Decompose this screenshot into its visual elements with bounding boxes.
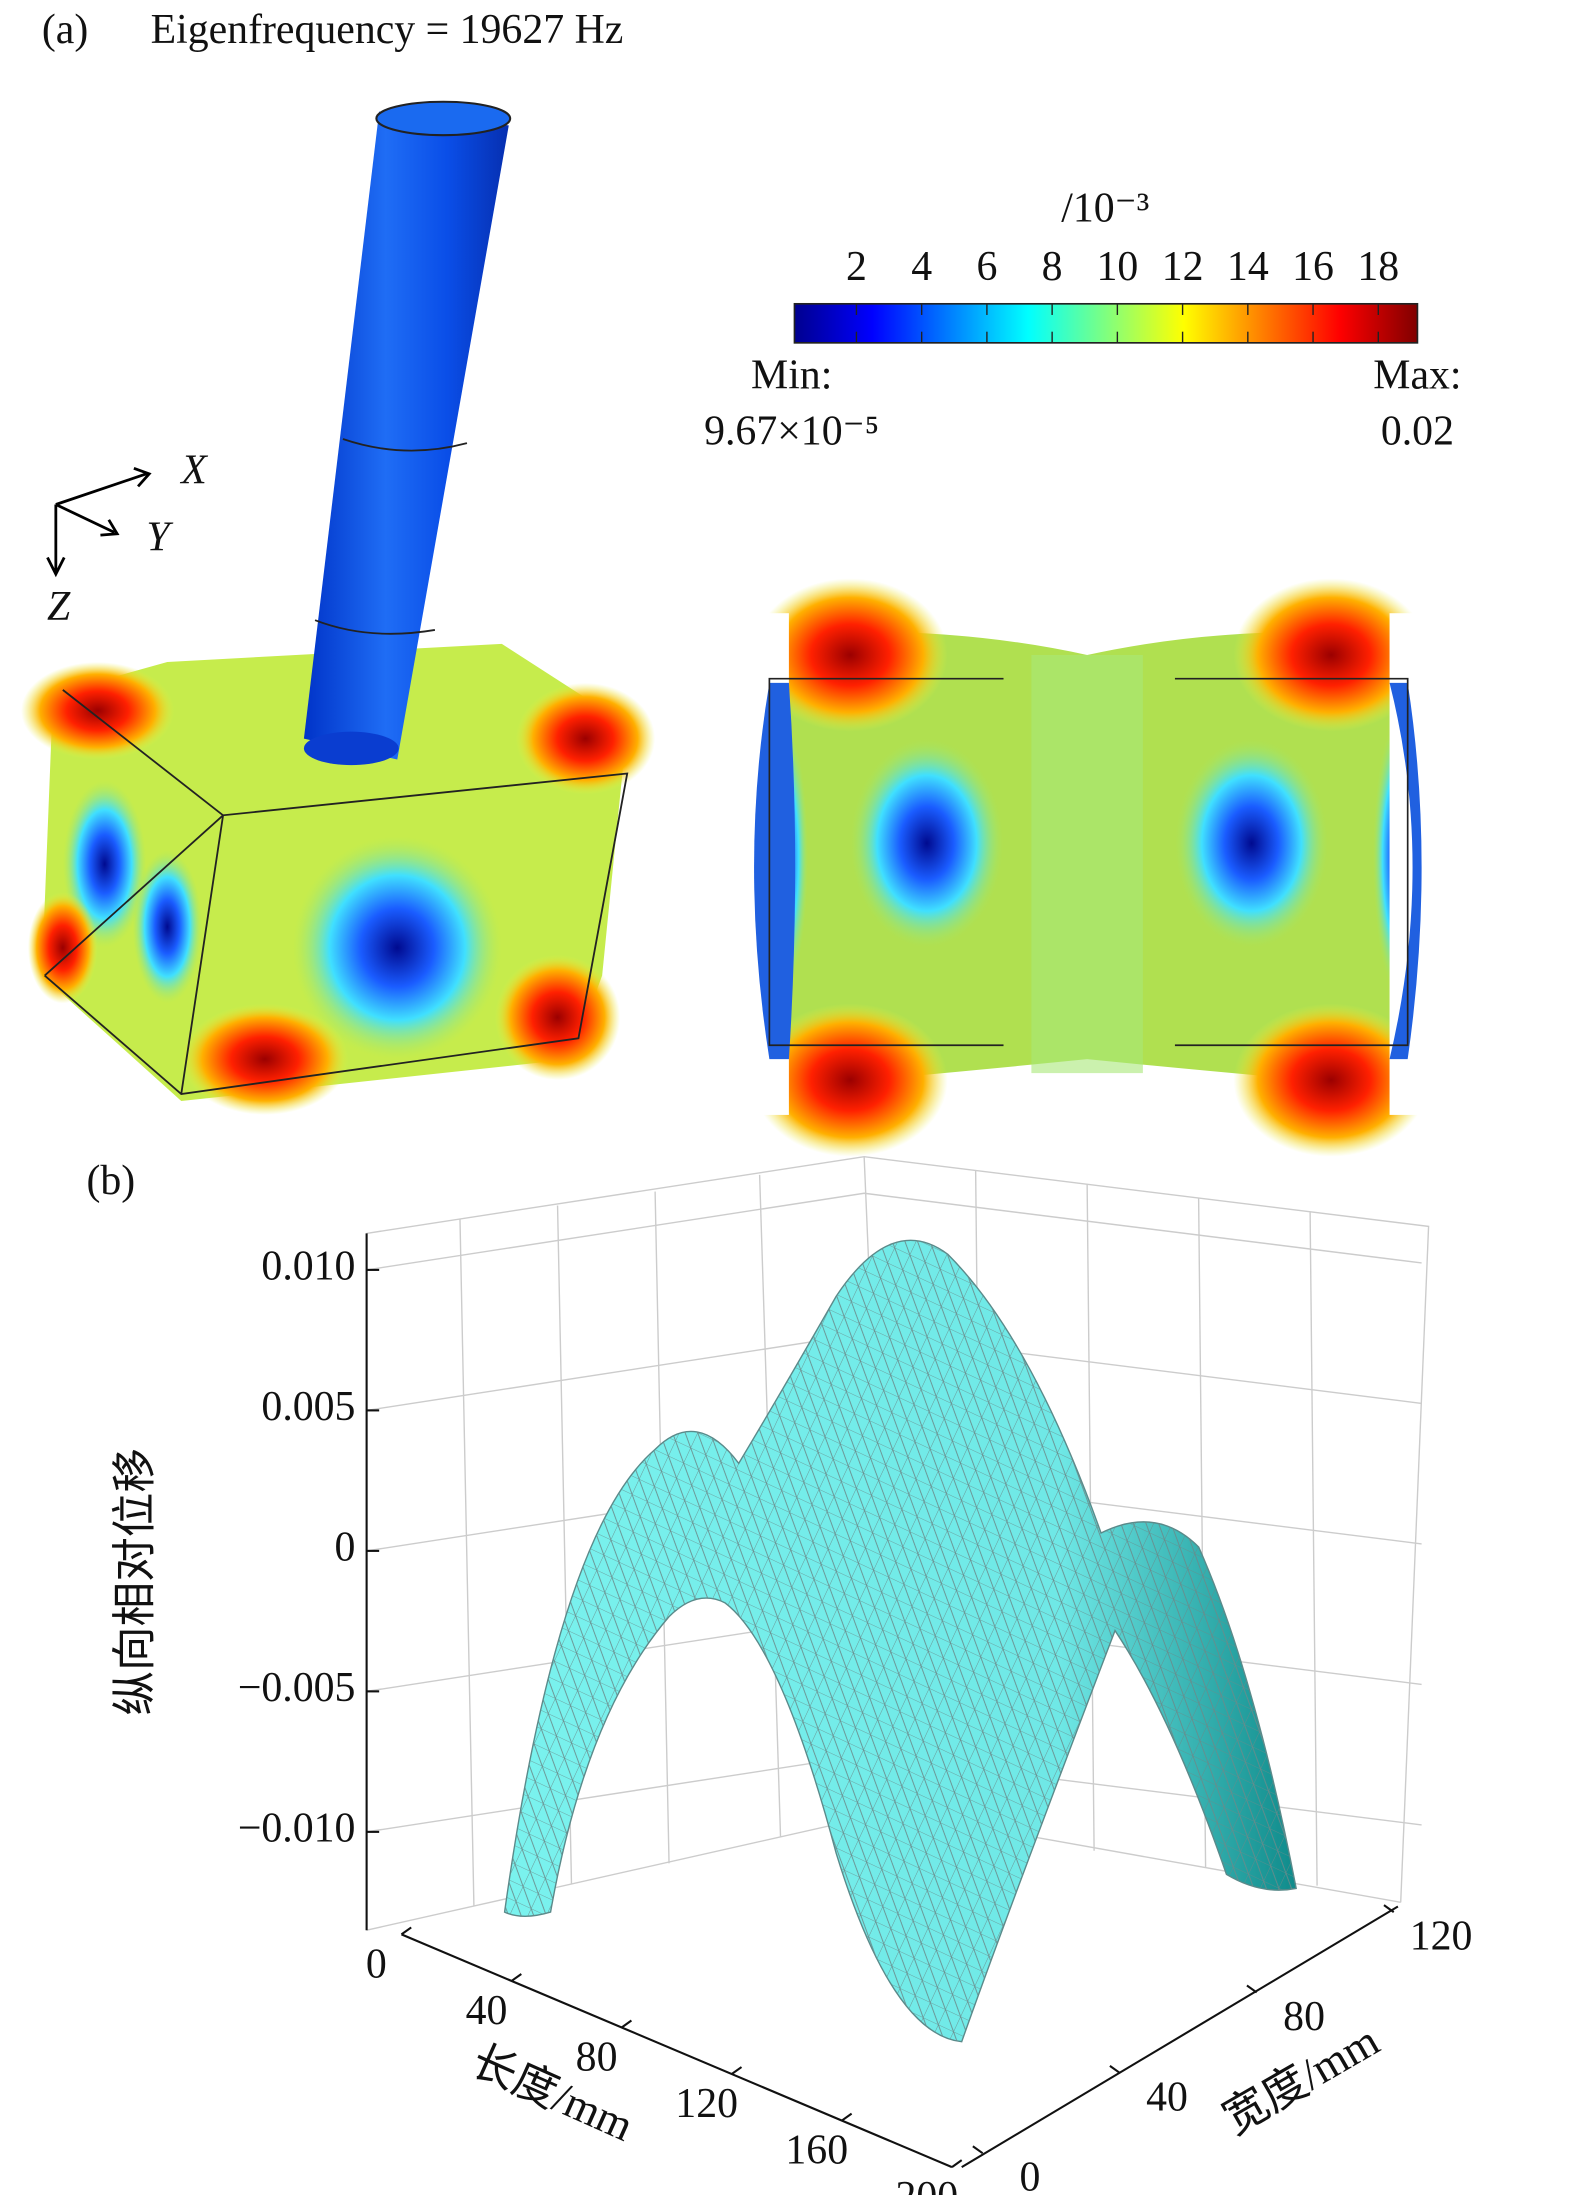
y-tick (1246, 1984, 1258, 1994)
x-tick (400, 1926, 412, 1936)
colorbar-tick-label: 18 (1357, 244, 1399, 290)
axis-lines (365, 1233, 1399, 2169)
model-3d (20, 100, 656, 1115)
y-tick (1109, 2065, 1121, 2074)
mode-spot (292, 836, 502, 1060)
x-tick-label: 200 (896, 2174, 959, 2195)
z-tick-label: 0 (335, 1524, 356, 1570)
colorbar-unit: /10⁻³ (1061, 185, 1149, 231)
mode-spot (27, 891, 98, 1004)
y-tick-label: 0 (1020, 2155, 1041, 2195)
z-tick-label: 0.005 (261, 1384, 355, 1430)
z-tick-label: −0.005 (238, 1665, 356, 1711)
y-tick-label: 120 (1410, 1914, 1473, 1960)
axis-label: X (179, 447, 208, 493)
mode-spot (494, 954, 621, 1081)
colorbar-tick-label: 12 (1162, 244, 1204, 290)
x-tick (510, 1973, 522, 1982)
x-tick (951, 2159, 963, 2168)
y-tick (1383, 1904, 1395, 1913)
x-tick-label: 120 (675, 2081, 738, 2127)
axes-triad (46, 466, 152, 578)
x-tick-label: 0 (366, 1941, 387, 1987)
cylinder-base (303, 731, 399, 766)
mode-spot (20, 661, 175, 760)
panel-title: Eigenfrequency = 19627 Hz (151, 7, 624, 53)
x-tick (841, 2112, 853, 2122)
mode-spot (132, 850, 203, 1004)
y-tick-label: 40 (1146, 2074, 1188, 2120)
colorbar-tick-label: 10 (1096, 244, 1138, 290)
surface (503, 1239, 1297, 2043)
colorbar-tick-label: 2 (846, 244, 867, 290)
z-axis-label: 纵向相对位移 (110, 1448, 160, 1715)
grid-line (366, 1192, 1422, 1271)
max-label: Max: (1373, 353, 1461, 399)
z-tick-label: 0.010 (261, 1244, 355, 1290)
min-label: Min: (751, 353, 832, 399)
panel-label: (b) (86, 1158, 135, 1204)
x-tick (621, 2019, 633, 2029)
mode-spot (515, 682, 656, 795)
wireframe (44, 438, 629, 1095)
model-top-view (696, 578, 1474, 1157)
x-tick-label: 80 (576, 2035, 618, 2081)
cylinder-top (375, 100, 512, 137)
axis-label: Z (47, 584, 71, 630)
colorbar (793, 302, 1419, 344)
x-tick-label: 40 (466, 1988, 508, 2034)
colorbar-tick-label: 16 (1292, 244, 1334, 290)
colorbar-tick-label: 6 (976, 244, 997, 290)
y-tick (972, 2145, 984, 2155)
x-tick-label: 160 (785, 2128, 848, 2174)
max-value: 0.02 (1381, 408, 1454, 454)
colorbar-tick-label: 14 (1227, 244, 1269, 290)
z-tick-label: −0.010 (238, 1805, 356, 1851)
cylinder (303, 111, 509, 760)
colorbar-tick-label: 8 (1042, 244, 1063, 290)
panel-label: (a) (42, 7, 88, 53)
x-tick (731, 2066, 743, 2075)
colorbar-tick-label: 4 (911, 244, 932, 290)
min-value: 9.67×10⁻⁵ (704, 408, 879, 454)
mode-spot (181, 1003, 349, 1115)
ticks: 0.010 0.005 0 −0.005 −0.010 0 40 80 120 160 200 0 40… (238, 1244, 1473, 2195)
axis-label: Y (146, 514, 173, 560)
y-tick-label: 80 (1283, 1994, 1325, 2040)
